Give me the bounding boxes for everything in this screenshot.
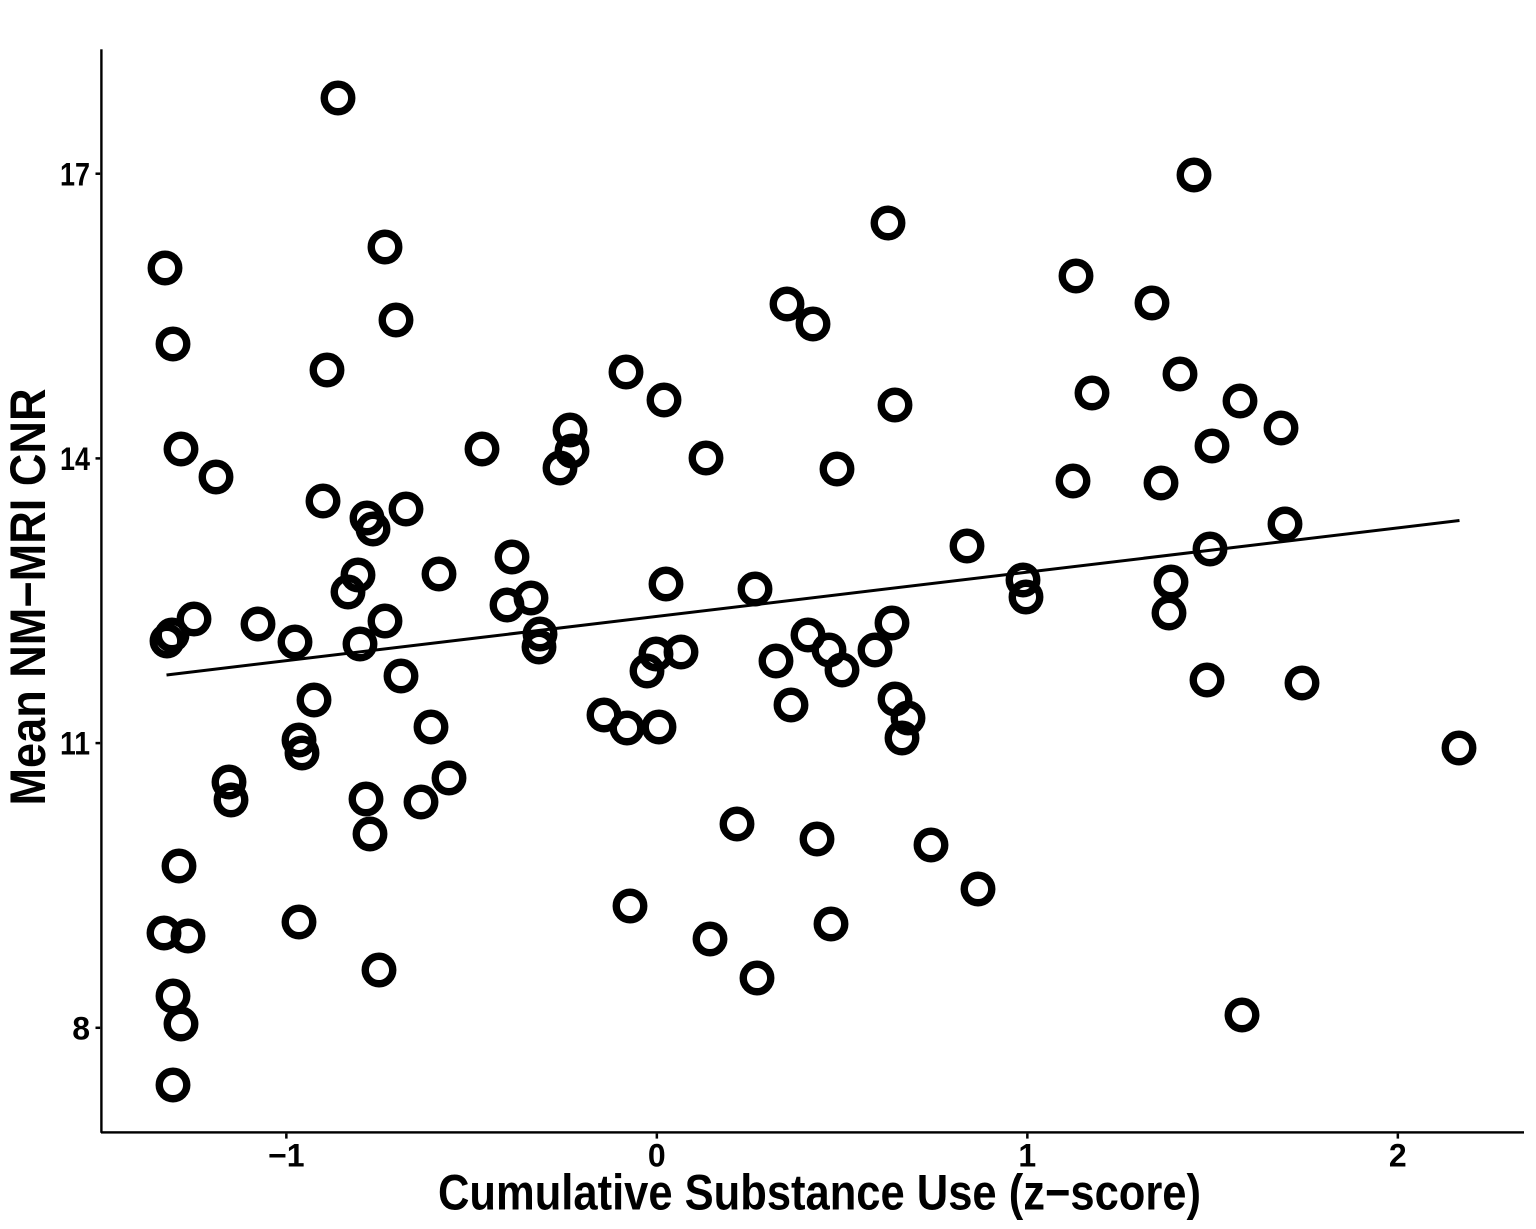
svg-text:2: 2 xyxy=(1389,1138,1407,1174)
svg-text:14: 14 xyxy=(60,441,90,477)
svg-text:−1: −1 xyxy=(268,1138,304,1174)
svg-text:8: 8 xyxy=(72,1010,90,1046)
svg-text:17: 17 xyxy=(60,156,90,192)
svg-text:1: 1 xyxy=(1018,1138,1036,1174)
svg-text:11: 11 xyxy=(60,726,90,762)
svg-text:Cumulative Substance Use (z−sc: Cumulative Substance Use (z−score) xyxy=(438,1164,1201,1221)
svg-text:0: 0 xyxy=(648,1138,666,1174)
svg-text:Mean NM−MRI CNR: Mean NM−MRI CNR xyxy=(0,389,56,806)
